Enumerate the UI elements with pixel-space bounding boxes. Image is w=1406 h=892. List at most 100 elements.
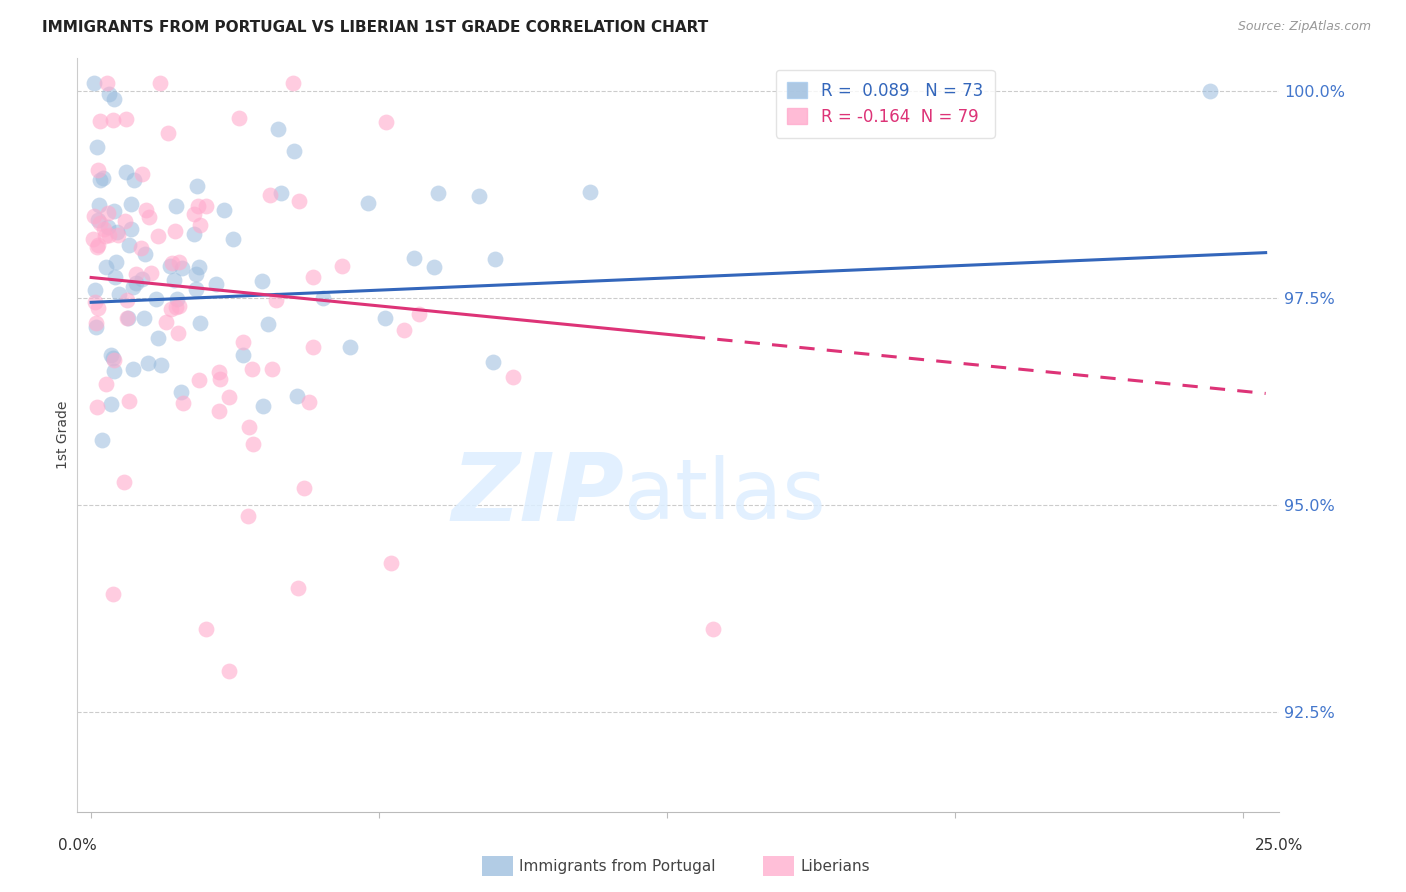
Point bbox=[114, 214, 136, 228]
Point bbox=[94, 229, 117, 244]
Point bbox=[115, 112, 138, 127]
Point bbox=[183, 207, 205, 221]
Point bbox=[218, 390, 240, 404]
Point bbox=[166, 292, 188, 306]
Point bbox=[117, 310, 139, 325]
Point bbox=[103, 364, 125, 378]
Point bbox=[218, 664, 240, 678]
Point bbox=[125, 276, 148, 290]
Point bbox=[165, 300, 187, 314]
Text: IMMIGRANTS FROM PORTUGAL VS LIBERIAN 1ST GRADE CORRELATION CHART: IMMIGRANTS FROM PORTUGAL VS LIBERIAN 1ST… bbox=[42, 20, 709, 35]
Point bbox=[187, 199, 209, 213]
Point bbox=[242, 436, 264, 450]
Point bbox=[134, 247, 156, 261]
Point bbox=[122, 362, 145, 376]
Point bbox=[94, 260, 117, 274]
Point bbox=[236, 508, 259, 523]
Point bbox=[252, 399, 274, 413]
Point bbox=[205, 277, 228, 291]
Point bbox=[93, 221, 115, 235]
Point bbox=[100, 397, 122, 411]
Point bbox=[264, 293, 287, 307]
Point bbox=[287, 581, 309, 595]
Point bbox=[188, 316, 211, 330]
Point bbox=[228, 111, 250, 125]
Point bbox=[149, 76, 172, 90]
Point bbox=[82, 232, 104, 246]
Point bbox=[87, 238, 110, 252]
Point bbox=[91, 170, 114, 185]
Point bbox=[97, 87, 120, 102]
Point bbox=[267, 121, 290, 136]
Point bbox=[222, 232, 245, 246]
Point bbox=[107, 227, 129, 242]
Point bbox=[163, 224, 186, 238]
Point bbox=[100, 348, 122, 362]
Point bbox=[468, 189, 491, 203]
Point bbox=[292, 481, 315, 495]
Point bbox=[103, 587, 125, 601]
Point bbox=[115, 293, 138, 308]
Point bbox=[94, 377, 117, 392]
Y-axis label: 1st Grade: 1st Grade bbox=[56, 401, 70, 469]
Point bbox=[105, 254, 128, 268]
Point bbox=[103, 203, 125, 218]
Point bbox=[374, 311, 396, 326]
Point bbox=[298, 395, 321, 409]
Text: ZIP: ZIP bbox=[451, 450, 624, 541]
Point bbox=[312, 291, 335, 305]
Point bbox=[87, 212, 110, 227]
Point bbox=[257, 317, 280, 331]
Point bbox=[356, 196, 378, 211]
Point bbox=[84, 284, 107, 298]
Point bbox=[163, 273, 186, 287]
Point bbox=[167, 255, 190, 269]
Point bbox=[89, 113, 111, 128]
Point bbox=[160, 301, 183, 316]
Point bbox=[131, 272, 153, 286]
Point bbox=[270, 186, 292, 200]
Point bbox=[104, 269, 127, 284]
Point bbox=[172, 260, 194, 275]
Point bbox=[208, 403, 231, 417]
Point bbox=[195, 623, 218, 637]
Point bbox=[138, 210, 160, 224]
Point bbox=[167, 326, 190, 340]
Point bbox=[150, 358, 173, 372]
Text: atlas: atlas bbox=[624, 455, 827, 536]
Point bbox=[97, 206, 120, 220]
Text: Liberians: Liberians bbox=[800, 859, 870, 873]
Text: 25.0%: 25.0% bbox=[1256, 838, 1303, 853]
Text: Source: ZipAtlas.com: Source: ZipAtlas.com bbox=[1237, 20, 1371, 33]
Point bbox=[422, 260, 444, 274]
Point bbox=[579, 186, 602, 200]
Point bbox=[125, 267, 148, 281]
Point bbox=[285, 388, 308, 402]
Point bbox=[207, 365, 229, 379]
Point bbox=[339, 340, 361, 354]
Point bbox=[187, 260, 209, 274]
Point bbox=[86, 400, 108, 414]
Point bbox=[83, 209, 105, 223]
Point bbox=[482, 355, 505, 369]
Point bbox=[283, 144, 305, 158]
Point bbox=[484, 252, 506, 267]
Point bbox=[380, 556, 402, 570]
Point bbox=[122, 279, 145, 293]
Point bbox=[90, 433, 112, 447]
Point bbox=[136, 356, 159, 370]
Point bbox=[240, 361, 263, 376]
Point bbox=[86, 240, 108, 254]
Point bbox=[194, 199, 217, 213]
Point bbox=[162, 256, 184, 270]
Point bbox=[167, 299, 190, 313]
Point bbox=[86, 140, 108, 154]
Point bbox=[232, 334, 254, 349]
Point bbox=[188, 219, 211, 233]
Point bbox=[115, 311, 138, 326]
Point bbox=[186, 179, 208, 194]
Point bbox=[702, 623, 724, 637]
Point bbox=[212, 202, 235, 217]
Point bbox=[87, 198, 110, 212]
Point bbox=[96, 76, 118, 90]
